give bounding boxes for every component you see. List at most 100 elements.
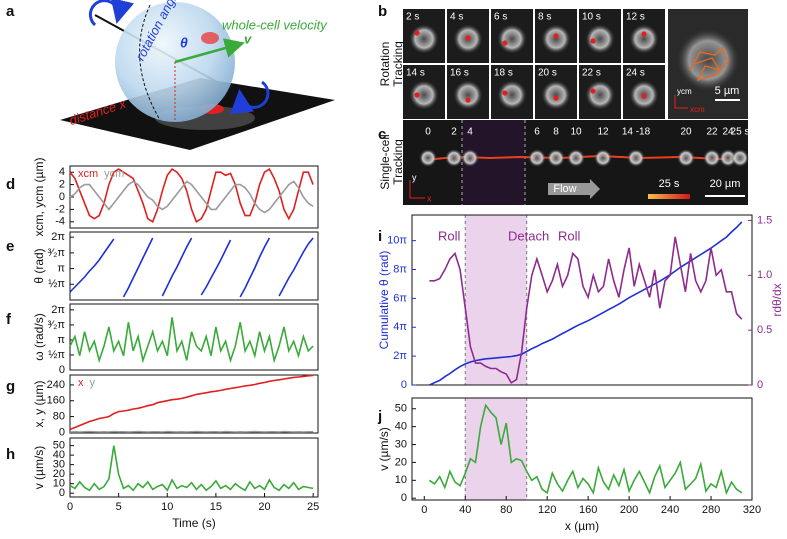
- cell-image: [409, 24, 439, 54]
- single-cell-tracking: Flow 25 s 20 µm y x 0 2 4 6 8 10 12 14 -18 20 22 2…: [403, 120, 749, 205]
- y-tick-label: 10: [53, 478, 65, 490]
- y-tick-label: 2π: [51, 231, 65, 243]
- x-tick-label: 5: [116, 501, 122, 513]
- panel-label: h: [6, 446, 15, 463]
- panel-label: e: [6, 238, 14, 255]
- frame-time: 8 s: [538, 12, 551, 23]
- shaded-region: [465, 215, 527, 385]
- tracked-point: [590, 38, 596, 44]
- frame-time: 12 s: [626, 12, 645, 23]
- tracked-point: [553, 33, 559, 39]
- x-tick-label: 15: [210, 501, 222, 513]
- y-tick-label: 2π: [51, 304, 65, 316]
- y-tick-label: 0.5: [757, 324, 772, 336]
- y-tick-label: ³⁄₂π: [48, 247, 66, 259]
- y-tick-label: ½π: [48, 278, 65, 290]
- marker: [201, 32, 219, 44]
- side-title: Rotation: [378, 42, 392, 87]
- series-line: [69, 167, 314, 223]
- cell-image: [445, 149, 463, 167]
- time-label: 0: [425, 127, 431, 138]
- frame-time: 10 s: [582, 12, 601, 23]
- side-title: Tracking: [391, 41, 405, 87]
- y-tick-label: 40: [395, 421, 407, 433]
- cell-image: [497, 24, 527, 54]
- y-axis-label: xcm, ycm (µm): [32, 158, 46, 237]
- axes-icon: [674, 95, 688, 109]
- y-tick-label: 80: [53, 410, 65, 422]
- frame-time: 2 s: [406, 12, 419, 23]
- cell-image: [541, 24, 571, 54]
- tracked-point: [414, 30, 420, 36]
- cell-image: [453, 80, 483, 110]
- tracked-point: [502, 40, 508, 46]
- x-tick-label: 20: [258, 501, 270, 513]
- shaded-region: [465, 398, 527, 500]
- side-title: Single-cell: [378, 134, 392, 189]
- x-tick-label: 240: [661, 504, 679, 516]
- time-label: 6: [534, 127, 540, 138]
- y-tick-label: 0: [401, 492, 407, 504]
- y-tick-label: 20: [53, 468, 65, 480]
- side-title: Tracking: [391, 139, 405, 185]
- velocity-label: whole-cell velocity: [222, 17, 328, 32]
- y-tick-label: 0: [59, 426, 65, 438]
- y-tick-label: 2: [59, 179, 65, 191]
- frame-time: 20 s: [538, 68, 557, 79]
- panel-label: b: [378, 3, 387, 20]
- x-tick-label: 120: [538, 504, 556, 516]
- y-tick-label: 0: [757, 379, 763, 391]
- rotation-arrow: [230, 80, 270, 115]
- time-label: 20: [680, 127, 692, 138]
- y-tick-label: ³⁄₂π: [48, 319, 66, 331]
- plot-frame: [411, 214, 753, 386]
- y-axis-label: y: [412, 172, 417, 182]
- panel-label: a: [6, 3, 15, 20]
- cell-image: [731, 149, 749, 167]
- y-tick-label: 50: [395, 403, 407, 415]
- y-tick-label: 0: [401, 379, 407, 391]
- y-axis-label: v (µm/s): [377, 427, 391, 471]
- plot-frame: [69, 374, 319, 434]
- series-line: [69, 180, 314, 214]
- cell-image: [567, 149, 585, 167]
- velocity-arrow: [174, 38, 245, 64]
- legend-entry: xcm: [78, 168, 98, 180]
- panel-label: c: [378, 126, 386, 143]
- cell-image: [585, 24, 615, 54]
- x-tick-label: 200: [620, 504, 638, 516]
- frame-time: 18 s: [494, 68, 513, 79]
- rotation-tracking: 5 µm ycm xcm 2 s 4 s 6 s 8 s 10 s 12 s 14 s 16 …: [403, 9, 748, 119]
- y-tick-label: 40: [53, 449, 65, 461]
- flow-arrow: [548, 179, 600, 199]
- time-label: 2: [451, 127, 457, 138]
- panel-label: g: [6, 378, 15, 395]
- colorbar: [648, 194, 690, 199]
- y-tick-label: 2π: [393, 350, 407, 362]
- cell-image: [703, 149, 721, 167]
- y2-axis-label: rdθ/dx: [770, 283, 784, 316]
- flow-label: Flow: [553, 183, 576, 195]
- time-label: 10: [570, 127, 582, 138]
- y-tick-label: 0: [59, 487, 65, 499]
- frame-time: 22 s: [582, 68, 601, 79]
- cell-image: [585, 80, 615, 110]
- axes-icon: [409, 180, 425, 199]
- colorbar-label: 25 s: [659, 178, 680, 190]
- series-line: [69, 317, 314, 364]
- series-line: [429, 236, 743, 384]
- x-axis-label: x (µm): [565, 519, 599, 533]
- cell-image: [541, 80, 571, 110]
- tracked-point: [553, 95, 559, 101]
- plot-frame: [69, 231, 319, 301]
- y-tick-label: 10π: [387, 235, 407, 247]
- y-tick-label: 20: [395, 456, 407, 468]
- series-line: [69, 237, 314, 298]
- time-label: 4: [467, 127, 473, 138]
- y-tick-label: 0: [59, 364, 65, 376]
- x-tick-label: 160: [579, 504, 597, 516]
- x-tick-label: 0: [67, 501, 73, 513]
- cell-image: [627, 149, 645, 167]
- y-axis-label: θ (rad): [32, 248, 46, 283]
- y-tick-label: 1.0: [757, 269, 772, 281]
